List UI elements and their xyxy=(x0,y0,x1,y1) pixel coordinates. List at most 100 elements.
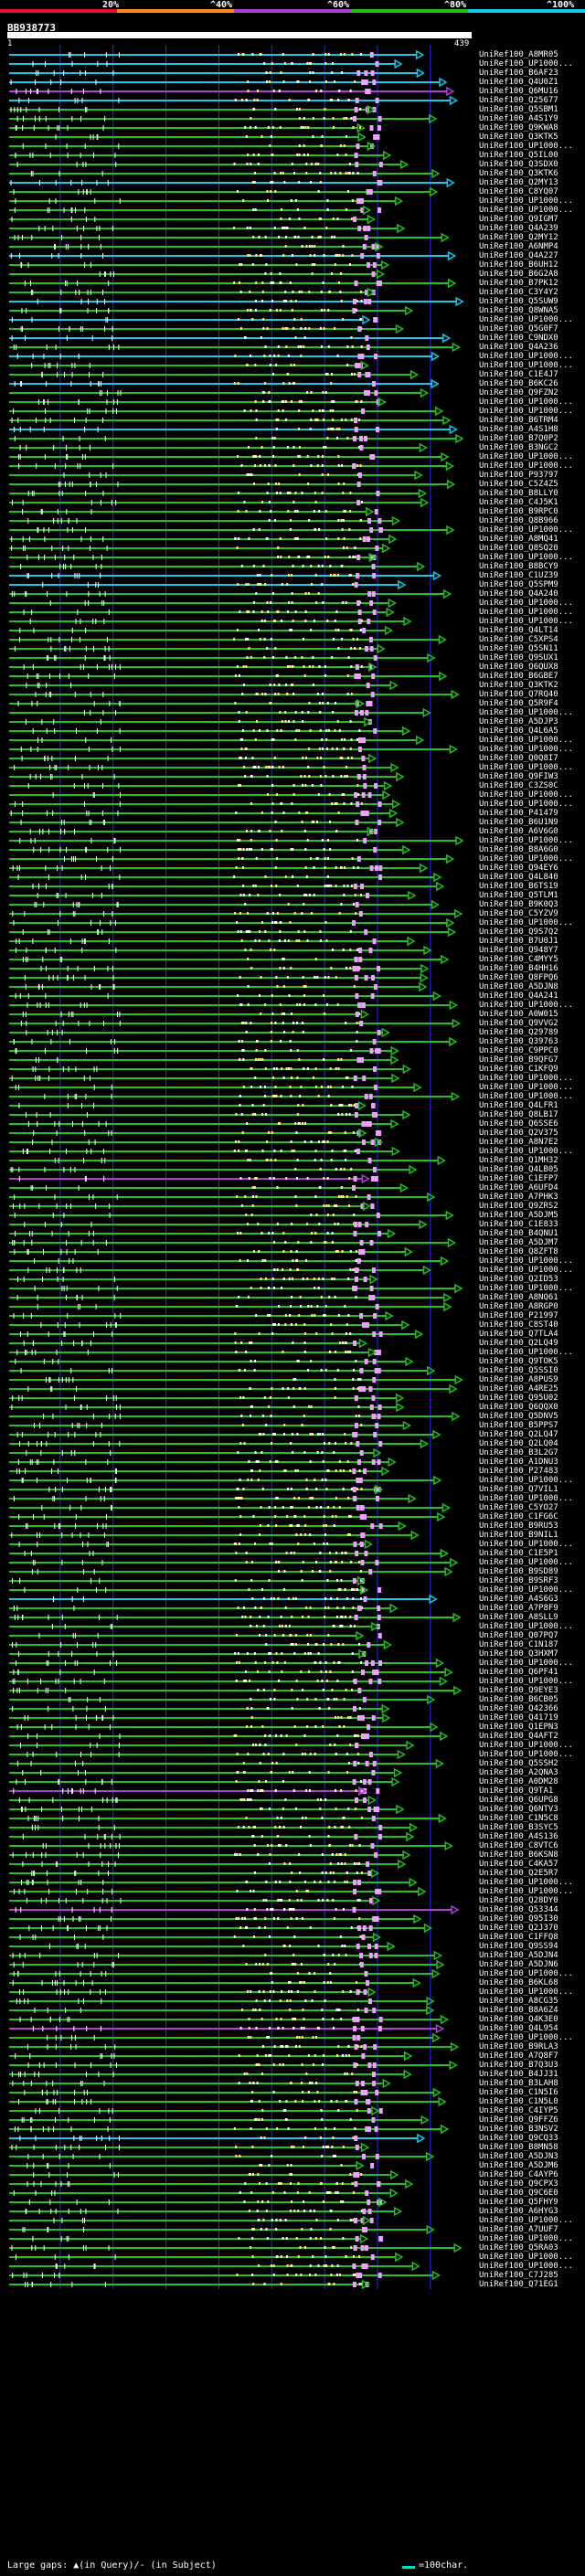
gap-marker xyxy=(348,2054,351,2057)
gap-marker xyxy=(307,2091,310,2094)
hit-arrowhead xyxy=(368,552,378,563)
gap-marker xyxy=(337,1643,340,1646)
gap-marker xyxy=(250,949,252,951)
gap-marker xyxy=(303,1323,306,1326)
gap-marker xyxy=(243,1442,246,1445)
gap-marker xyxy=(293,1515,296,1518)
query-gap-box xyxy=(357,1606,362,1611)
gap-marker xyxy=(343,53,346,56)
gap-marker xyxy=(237,1488,239,1490)
hit-arrowhead xyxy=(393,1767,403,1778)
gap-marker xyxy=(346,775,348,778)
hit-row xyxy=(9,890,417,901)
gap-marker xyxy=(250,802,252,805)
gap-marker xyxy=(317,1287,320,1289)
gap-marker xyxy=(270,1040,272,1043)
gap-marker xyxy=(233,227,236,229)
gap-marker xyxy=(331,2018,334,2020)
gap-marker xyxy=(316,2091,319,2094)
gap-marker xyxy=(341,757,344,759)
gap-marker xyxy=(303,903,305,906)
query-gap-box xyxy=(368,664,373,670)
gap-marker xyxy=(239,757,241,759)
gap-marker xyxy=(257,154,260,156)
gap-marker xyxy=(259,2009,261,2011)
gap-marker xyxy=(234,1542,237,1545)
gap-marker xyxy=(275,1762,278,1765)
gap-marker xyxy=(250,1716,253,1719)
gap-marker xyxy=(335,1351,337,1353)
gap-marker xyxy=(330,382,333,385)
hit-arrowhead xyxy=(382,543,391,554)
gap-marker xyxy=(282,382,285,385)
gap-marker xyxy=(299,1003,302,1006)
gap-marker xyxy=(273,1150,276,1152)
gap-marker xyxy=(254,464,257,467)
hit-row xyxy=(9,1703,390,1714)
gap-marker xyxy=(270,1597,272,1600)
query-gap-box xyxy=(353,1076,357,1081)
gap-marker xyxy=(250,1698,252,1701)
query-gap-box xyxy=(373,1807,378,1812)
gap-marker xyxy=(250,473,252,476)
gap-marker xyxy=(290,1140,292,1143)
query-gap-box xyxy=(356,673,361,679)
hit-arrowhead xyxy=(358,1128,367,1139)
gap-marker xyxy=(308,1972,311,1975)
gap-marker xyxy=(355,309,357,312)
gap-marker xyxy=(279,126,282,129)
gap-marker xyxy=(284,419,287,421)
hit-row xyxy=(9,844,411,855)
hit-row xyxy=(9,771,405,782)
gap-marker xyxy=(321,2009,324,2011)
gap-marker xyxy=(239,291,242,293)
gap-marker xyxy=(270,601,272,604)
gap-marker xyxy=(356,300,358,302)
gap-marker xyxy=(324,885,326,887)
gap-marker xyxy=(233,1935,236,1938)
gap-marker xyxy=(251,1104,254,1107)
gap-marker xyxy=(245,1817,248,1819)
hit-row xyxy=(9,1064,411,1075)
gap-marker xyxy=(236,546,239,549)
gap-marker xyxy=(303,2027,305,2030)
gap-marker xyxy=(272,446,275,449)
gap-marker xyxy=(266,327,269,330)
gap-marker xyxy=(267,610,270,613)
gap-marker xyxy=(349,1744,352,1746)
gap-marker xyxy=(340,1826,343,1829)
hit-row xyxy=(9,2078,391,2089)
gap-marker xyxy=(310,391,313,394)
gap-marker xyxy=(294,300,297,302)
gap-marker xyxy=(341,1826,344,1829)
gap-marker xyxy=(321,839,324,842)
gap-marker xyxy=(271,1095,274,1097)
hit-row xyxy=(9,1109,411,1120)
hit-row xyxy=(9,1859,407,1870)
gap-marker xyxy=(245,665,248,668)
gap-marker xyxy=(248,1177,250,1180)
gap-marker xyxy=(335,1469,337,1472)
gap-marker xyxy=(360,894,363,896)
gap-marker xyxy=(271,126,274,129)
gap-marker xyxy=(335,610,338,613)
gap-marker xyxy=(338,1853,341,1856)
gap-marker xyxy=(317,1899,320,1902)
gap-marker xyxy=(239,930,242,933)
gap-marker xyxy=(325,729,328,732)
gap-marker xyxy=(282,1232,285,1235)
gap-marker xyxy=(268,1862,271,1865)
gap-marker xyxy=(355,1296,357,1299)
gap-marker xyxy=(275,1095,278,1097)
gap-marker xyxy=(335,1753,337,1755)
gap-marker xyxy=(255,693,258,695)
gap-marker xyxy=(312,665,314,668)
query-gap-box xyxy=(372,1359,377,1364)
gap-marker xyxy=(303,1387,306,1390)
hit-arrowhead xyxy=(429,186,439,197)
query-gap-box xyxy=(352,2017,356,2022)
gap-marker xyxy=(340,419,343,421)
hit-row xyxy=(9,1137,384,1148)
hit-row xyxy=(9,77,448,88)
gap-marker xyxy=(303,994,305,997)
